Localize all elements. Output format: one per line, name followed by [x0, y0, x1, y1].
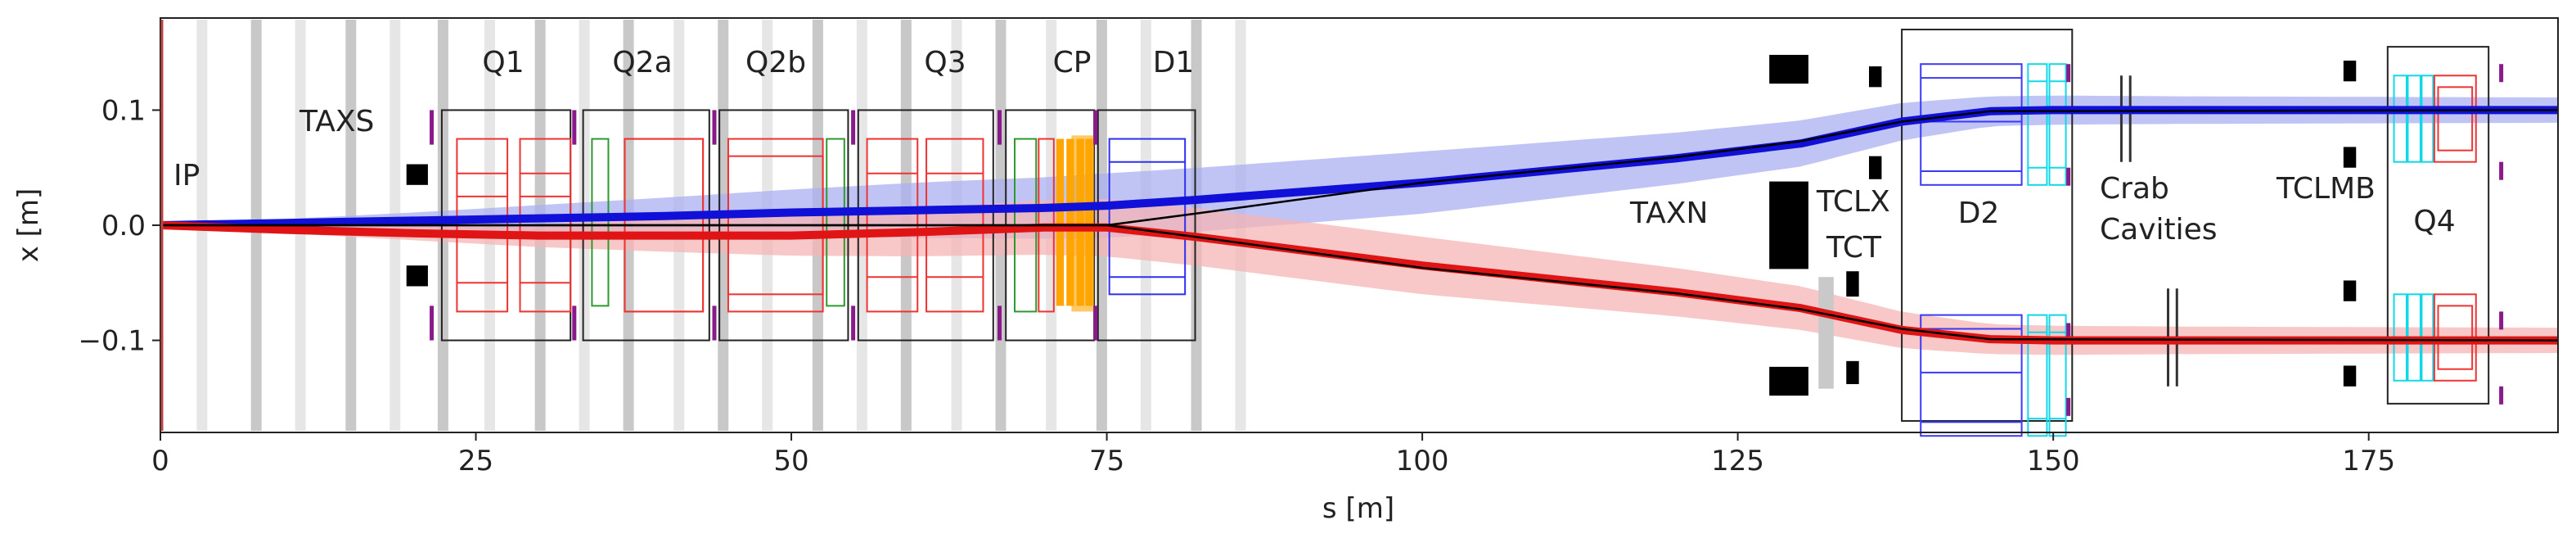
q4-cyan-coil	[2421, 75, 2434, 163]
q4-cryostat	[2386, 46, 2490, 405]
bpm-marker	[1093, 305, 1098, 341]
reference-trajectory-line	[160, 109, 2559, 227]
tclmb-block	[2343, 61, 2357, 82]
y-axis-ticks: 0.1 0.0 −0.1	[78, 94, 160, 358]
beam-orbits	[160, 106, 2559, 345]
d2-coil	[1920, 63, 2023, 186]
bpm-marker	[851, 110, 856, 145]
bpm-marker	[2499, 161, 2504, 180]
bpm-marker	[2066, 397, 2071, 416]
label-q3: Q3	[924, 46, 966, 79]
label-taxn: TAXN	[1629, 197, 1708, 230]
x-tick-label: 0	[151, 445, 169, 477]
taxn-block-top	[1769, 54, 1808, 84]
beam1-envelope	[160, 95, 2558, 239]
bpm-marker	[2066, 167, 2071, 186]
q4-cyan-coil	[2393, 75, 2407, 163]
bpm-marker	[430, 110, 435, 145]
d2-cyan-coil	[2027, 314, 2048, 437]
taxn-block-bottom	[1769, 366, 1808, 396]
d2-coil	[1920, 314, 2023, 437]
cp-mask	[1056, 138, 1065, 306]
bpm-marker	[998, 305, 1002, 341]
q4-coil-inner	[2437, 86, 2474, 152]
bpm-marker	[998, 110, 1002, 145]
d1-coil	[1108, 138, 1187, 296]
d2-cyan-coil	[2027, 63, 2048, 186]
bpm-marker	[572, 305, 577, 341]
x-tick-label: 150	[2027, 445, 2080, 477]
tclmb-block	[2343, 365, 2357, 387]
label-d2: D2	[1958, 197, 2000, 230]
y-tick-label: 0.0	[101, 210, 146, 242]
tclx-block	[1869, 156, 1882, 179]
tclx-block	[1869, 66, 1882, 88]
label-q2b: Q2b	[745, 46, 806, 79]
label-q2a: Q2a	[612, 46, 672, 79]
tclx-block	[1846, 360, 1859, 384]
x-tick-label: 75	[1089, 445, 1124, 477]
bpm-marker	[851, 305, 856, 341]
q2b-corrector	[826, 138, 845, 307]
bpm-marker	[572, 110, 577, 145]
bpm-marker	[2499, 386, 2504, 405]
q4-coil	[2433, 75, 2477, 163]
bpm-marker	[430, 305, 435, 341]
x-tick-label: 175	[2342, 445, 2395, 477]
bpm-marker	[2066, 323, 2071, 342]
beamline-elements	[406, 29, 2504, 437]
label-ip: IP	[173, 159, 200, 192]
d2-cyan-coil	[2048, 314, 2067, 437]
tclmb-block	[2343, 147, 2357, 168]
bpm-marker	[2066, 64, 2071, 83]
x-tick-label: 125	[1711, 445, 1764, 477]
tclx-block	[1846, 271, 1859, 297]
y-axis-label: x [m]	[12, 188, 45, 263]
x-tick-label: 50	[773, 445, 808, 477]
bpm-marker	[712, 305, 717, 341]
bpm-marker	[1093, 110, 1098, 145]
tclmb-block	[2343, 280, 2357, 301]
d2-cyan-coil	[2048, 63, 2067, 186]
bpm-marker	[2499, 311, 2504, 330]
x-axis-ticks: 0 25 50 75 100 125 150 175	[151, 432, 2395, 477]
q2a-corrector	[591, 138, 610, 307]
taxn-block-center	[1769, 181, 1808, 269]
taxs-block-upper	[406, 164, 428, 185]
y-tick-label: −0.1	[78, 325, 146, 358]
label-tclx: TCLX	[1816, 185, 1890, 219]
x-tick-label: 100	[1396, 445, 1449, 477]
label-q4: Q4	[2413, 205, 2455, 238]
reference-trajectory-line-lower	[160, 224, 2559, 342]
label-cp: CP	[1053, 46, 1092, 79]
label-crab-line1: Crab	[2100, 172, 2169, 206]
tct-bar	[1818, 277, 1834, 389]
label-taxs: TAXS	[299, 105, 374, 138]
bpm-marker	[2499, 64, 2504, 83]
y-tick-label: 0.1	[101, 94, 146, 127]
bpm-marker	[712, 110, 717, 145]
tunnel-stripes	[196, 20, 1246, 431]
q4-cyan-coil	[2407, 75, 2421, 163]
label-q1: Q1	[482, 46, 524, 79]
label-d1: D1	[1153, 46, 1195, 79]
x-axis-label: s [m]	[1322, 492, 1394, 525]
d2-cryostat	[1901, 29, 2074, 422]
label-tclmb: TCLMB	[2276, 172, 2376, 206]
label-crab-line2: Cavities	[2100, 213, 2218, 247]
label-tct: TCT	[1826, 231, 1882, 265]
cp-mask	[1066, 138, 1074, 306]
taxs-block-lower	[406, 265, 428, 287]
x-tick-label: 25	[458, 445, 493, 477]
